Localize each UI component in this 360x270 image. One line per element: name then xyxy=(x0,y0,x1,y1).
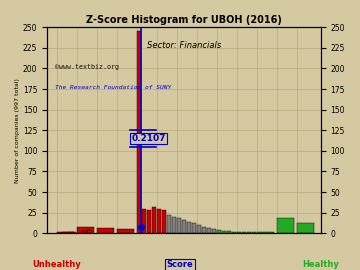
Bar xyxy=(137,31,141,233)
Bar xyxy=(142,208,146,233)
Bar xyxy=(152,207,156,233)
Bar xyxy=(207,228,211,233)
Bar xyxy=(62,232,66,233)
Bar xyxy=(242,232,246,233)
Bar xyxy=(247,232,251,233)
Bar xyxy=(277,218,294,233)
Bar xyxy=(72,232,76,233)
Bar xyxy=(57,232,74,233)
Bar xyxy=(97,228,114,233)
Bar xyxy=(177,218,181,233)
Bar xyxy=(297,223,314,233)
Bar xyxy=(192,223,196,233)
Bar xyxy=(147,210,151,233)
Bar xyxy=(182,220,186,233)
Bar xyxy=(252,232,256,233)
Bar xyxy=(77,227,94,233)
Bar xyxy=(117,229,134,233)
Bar xyxy=(232,232,236,233)
Bar xyxy=(227,231,231,233)
Bar xyxy=(162,210,166,233)
Y-axis label: Number of companies (997 total): Number of companies (997 total) xyxy=(15,78,20,183)
Text: The Research Foundation of SUNY: The Research Foundation of SUNY xyxy=(55,85,171,90)
Bar xyxy=(202,227,206,233)
Text: Unhealthy: Unhealthy xyxy=(32,260,81,269)
Text: Sector: Financials: Sector: Financials xyxy=(147,40,221,50)
Bar xyxy=(212,229,216,233)
Text: 0.2107: 0.2107 xyxy=(131,134,166,143)
Bar xyxy=(87,230,91,233)
Bar xyxy=(217,230,221,233)
Text: Score: Score xyxy=(167,260,193,269)
Text: ©www.textbiz.org: ©www.textbiz.org xyxy=(55,64,119,70)
Bar xyxy=(222,231,226,233)
Bar xyxy=(167,215,171,233)
Bar xyxy=(69,232,73,233)
Bar xyxy=(187,222,191,233)
Bar xyxy=(66,232,70,233)
Bar xyxy=(237,232,241,233)
Title: Z-Score Histogram for UBOH (2016): Z-Score Histogram for UBOH (2016) xyxy=(86,15,282,25)
Bar xyxy=(157,208,161,233)
Bar xyxy=(197,225,201,233)
Bar xyxy=(82,231,86,233)
Bar xyxy=(257,232,274,233)
Text: Healthy: Healthy xyxy=(302,260,339,269)
Bar xyxy=(172,217,176,233)
